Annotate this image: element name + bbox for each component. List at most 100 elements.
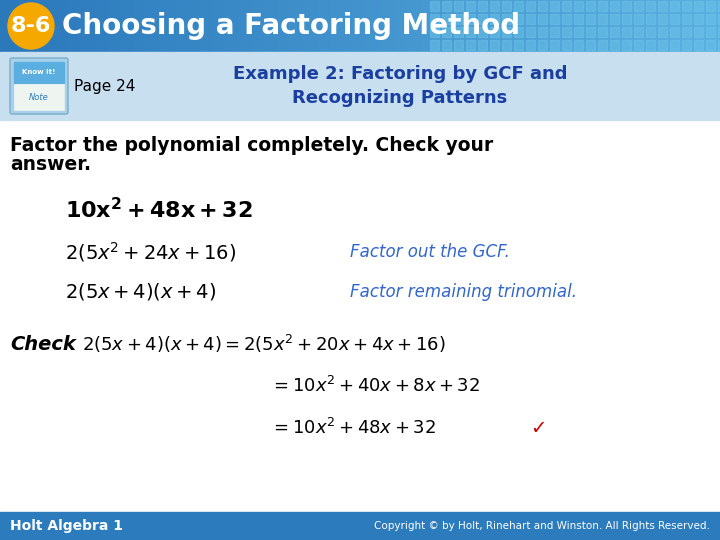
Bar xyxy=(562,27,571,37)
Bar xyxy=(706,27,715,37)
Bar xyxy=(443,0,447,52)
Bar xyxy=(310,0,314,52)
Bar xyxy=(43,0,48,52)
Bar xyxy=(162,0,166,52)
Bar xyxy=(158,0,163,52)
Bar xyxy=(538,14,547,24)
Bar xyxy=(598,14,607,24)
Bar xyxy=(126,0,130,52)
Bar xyxy=(716,0,720,52)
Bar xyxy=(533,0,537,52)
Bar xyxy=(598,0,602,52)
Bar xyxy=(706,14,715,24)
Bar xyxy=(486,0,490,52)
Bar xyxy=(658,1,667,11)
Bar xyxy=(220,0,224,52)
Bar xyxy=(580,0,584,52)
Text: Copyright © by Holt, Rinehart and Winston. All Rights Reserved.: Copyright © by Holt, Rinehart and Winsto… xyxy=(374,521,710,531)
Bar xyxy=(295,0,300,52)
Bar xyxy=(648,0,652,52)
Bar xyxy=(288,0,292,52)
Bar xyxy=(514,40,523,50)
Bar xyxy=(454,40,463,50)
Bar xyxy=(454,27,463,37)
Bar xyxy=(450,0,454,52)
Bar xyxy=(454,14,463,24)
Bar xyxy=(400,0,404,52)
Bar xyxy=(414,0,418,52)
Bar xyxy=(610,1,619,11)
Bar xyxy=(562,14,571,24)
Bar xyxy=(364,0,368,52)
Bar xyxy=(616,0,620,52)
Bar xyxy=(502,40,511,50)
Bar xyxy=(490,0,494,52)
Text: ✓: ✓ xyxy=(530,418,546,437)
Bar xyxy=(270,0,274,52)
Bar xyxy=(360,0,364,52)
Bar xyxy=(646,1,655,11)
Bar xyxy=(108,0,112,52)
Bar xyxy=(493,0,498,52)
Text: answer.: answer. xyxy=(10,155,91,174)
Bar xyxy=(478,14,487,24)
Bar xyxy=(468,0,472,52)
Bar xyxy=(263,0,267,52)
Text: Choosing a Factoring Method: Choosing a Factoring Method xyxy=(62,12,520,40)
Bar xyxy=(601,0,606,52)
Bar xyxy=(598,40,607,50)
Bar xyxy=(682,1,691,11)
Bar xyxy=(58,0,62,52)
Bar xyxy=(529,0,534,52)
Bar xyxy=(572,0,577,52)
Bar xyxy=(317,0,321,52)
Bar xyxy=(324,0,328,52)
Bar xyxy=(515,0,519,52)
Bar xyxy=(212,0,217,52)
Bar xyxy=(466,40,475,50)
Bar xyxy=(36,0,40,52)
Bar xyxy=(637,0,642,52)
Bar xyxy=(436,0,440,52)
Bar xyxy=(320,0,325,52)
Bar xyxy=(610,27,619,37)
Bar xyxy=(634,0,638,52)
Bar xyxy=(191,0,195,52)
Bar xyxy=(626,0,631,52)
Bar xyxy=(694,27,703,37)
Bar xyxy=(709,0,714,52)
Text: 8-6: 8-6 xyxy=(11,16,51,36)
Bar xyxy=(184,0,188,52)
Bar xyxy=(29,0,33,52)
Bar xyxy=(694,40,703,50)
Bar xyxy=(646,14,655,24)
Bar xyxy=(670,27,679,37)
Bar xyxy=(490,1,499,11)
Bar xyxy=(302,0,307,52)
Bar xyxy=(598,27,607,37)
Bar xyxy=(194,0,199,52)
Bar xyxy=(454,0,458,52)
Bar xyxy=(670,40,679,50)
Bar xyxy=(547,0,552,52)
Bar xyxy=(14,62,64,83)
Bar xyxy=(101,0,105,52)
Bar xyxy=(706,40,715,50)
Text: Page 24: Page 24 xyxy=(74,78,135,93)
Bar xyxy=(576,0,580,52)
Bar xyxy=(634,14,643,24)
Bar xyxy=(198,0,202,52)
Bar xyxy=(590,0,595,52)
Bar xyxy=(562,1,571,11)
Bar xyxy=(682,27,691,37)
Bar xyxy=(479,0,483,52)
Bar xyxy=(209,0,213,52)
Bar xyxy=(144,0,148,52)
Bar xyxy=(670,1,679,11)
Bar xyxy=(694,1,703,11)
Text: $2(5x^2 + 24x + 16)$: $2(5x^2 + 24x + 16)$ xyxy=(65,240,236,264)
Bar xyxy=(574,40,583,50)
Bar xyxy=(442,14,451,24)
Bar xyxy=(202,0,206,52)
Bar xyxy=(652,0,656,52)
